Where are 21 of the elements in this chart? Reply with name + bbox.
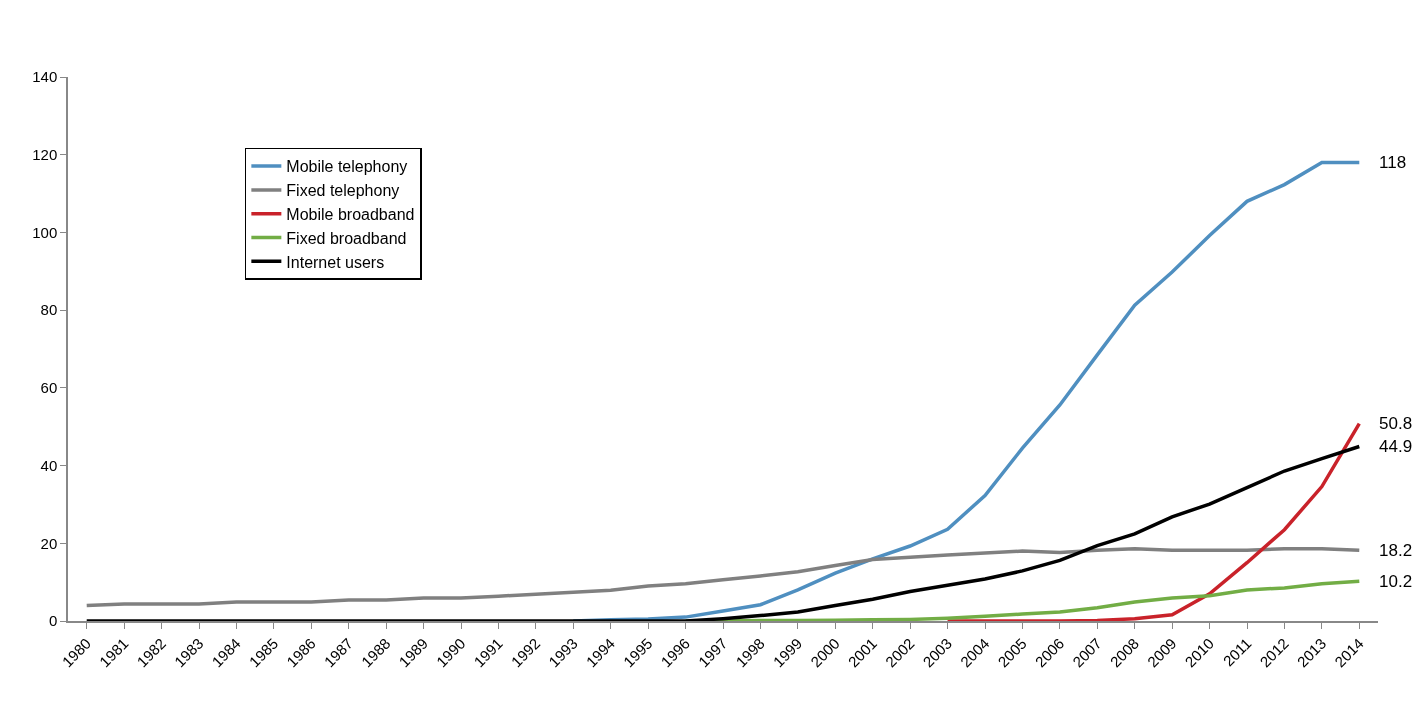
y-tick-label: 20 [40, 534, 58, 552]
line-series [84, 444, 1362, 621]
y-tick-label: 100 [32, 223, 58, 241]
annotation: 50.8 [1379, 414, 1413, 433]
legend-label: Fixed telephony [286, 182, 400, 200]
y-tick-label: 60 [40, 379, 58, 397]
line-series [84, 546, 1362, 608]
annotation: 18.2 [1379, 541, 1413, 560]
y-tick-label: 140 [32, 68, 58, 86]
annotation: 10.2 [1379, 572, 1413, 591]
legend-label: Mobile broadband [286, 205, 415, 223]
y-tick-label: 40 [40, 456, 58, 474]
legend-label: Fixed broadband [286, 229, 407, 247]
y-tick-label: 120 [32, 145, 58, 163]
y-tick-label: 80 [40, 301, 58, 319]
annotation: 44.9 [1379, 437, 1413, 456]
annotation: 118 [1379, 153, 1407, 172]
legend-label: Mobile telephony [286, 158, 408, 176]
legend-label: Internet users [286, 253, 385, 271]
y-tick-label: 0 [48, 612, 58, 630]
line-series [945, 421, 1362, 621]
